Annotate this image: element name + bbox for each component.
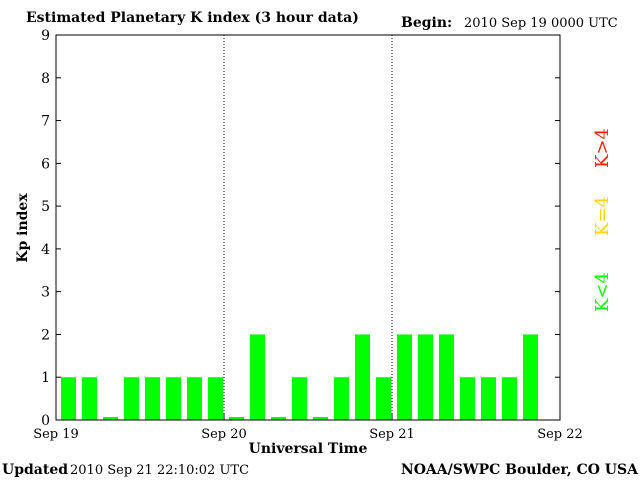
kp-bar xyxy=(481,377,496,420)
kp-bar xyxy=(145,377,160,420)
kp-bar xyxy=(418,334,433,420)
chart-title: Estimated Planetary K index (3 hour data… xyxy=(26,10,359,26)
x-tick-label: Sep 20 xyxy=(201,427,247,442)
y-tick-label: 1 xyxy=(41,370,50,386)
y-tick-label: 9 xyxy=(41,28,50,44)
legend-item: K<4 xyxy=(592,272,613,312)
day-separators xyxy=(223,35,393,420)
bar-series xyxy=(61,334,538,420)
y-tick-label: 8 xyxy=(41,71,50,87)
y-tick-label: 6 xyxy=(41,156,50,172)
kp-bar xyxy=(124,377,139,420)
kp-bar xyxy=(166,377,181,420)
begin-value: 2010 Sep 19 0000 UTC xyxy=(464,16,618,31)
kp-bar xyxy=(292,377,307,420)
kp-bar xyxy=(208,377,223,420)
kp-bar xyxy=(82,377,97,420)
y-tick-label: 3 xyxy=(41,285,50,301)
y-tick-label: 0 xyxy=(41,413,50,429)
kp-bar xyxy=(397,334,412,420)
y-tick-label: 5 xyxy=(41,199,50,215)
x-tick-label: Sep 22 xyxy=(537,427,583,442)
x-tick-label: Sep 19 xyxy=(33,427,79,442)
x-axis-label: Universal Time xyxy=(249,441,368,457)
kp-bar xyxy=(460,377,475,420)
updated-label: Updated xyxy=(2,462,68,478)
kp-bar xyxy=(523,334,538,420)
kp-bar xyxy=(313,417,328,420)
kp-bar xyxy=(355,334,370,420)
begin-label: Begin: xyxy=(401,15,452,31)
kp-bar xyxy=(376,377,391,420)
kp-bar xyxy=(271,417,286,420)
kp-bar xyxy=(502,377,517,420)
kp-bar xyxy=(439,334,454,420)
kp-bar xyxy=(61,377,76,420)
y-axis-ticks: 0 1 2 3 4 5 6 7 8 9 xyxy=(41,28,560,429)
source-credit: NOAA/SWPC Boulder, CO USA xyxy=(401,462,639,478)
x-tick-label: Sep 21 xyxy=(369,427,415,442)
x-axis-ticks: Sep 19 Sep 20 Sep 21 Sep 22 xyxy=(33,414,583,442)
y-tick-label: 2 xyxy=(41,327,50,343)
kp-bar xyxy=(103,417,118,420)
y-axis-label: Kp index xyxy=(15,193,31,263)
y-tick-label: 4 xyxy=(41,242,50,258)
kp-bar xyxy=(187,377,202,420)
plot-frame xyxy=(55,34,561,421)
y-tick-label: 7 xyxy=(41,114,50,130)
legend-item: K>4 xyxy=(592,128,613,168)
updated-value: 2010 Sep 21 22:10:02 UTC xyxy=(70,463,249,478)
legend-item: K=4 xyxy=(592,196,613,236)
kp-bar xyxy=(250,334,265,420)
kp-bar xyxy=(334,377,349,420)
kp-bar xyxy=(229,417,244,420)
legend: K<4 K=4 K>4 xyxy=(592,128,613,312)
